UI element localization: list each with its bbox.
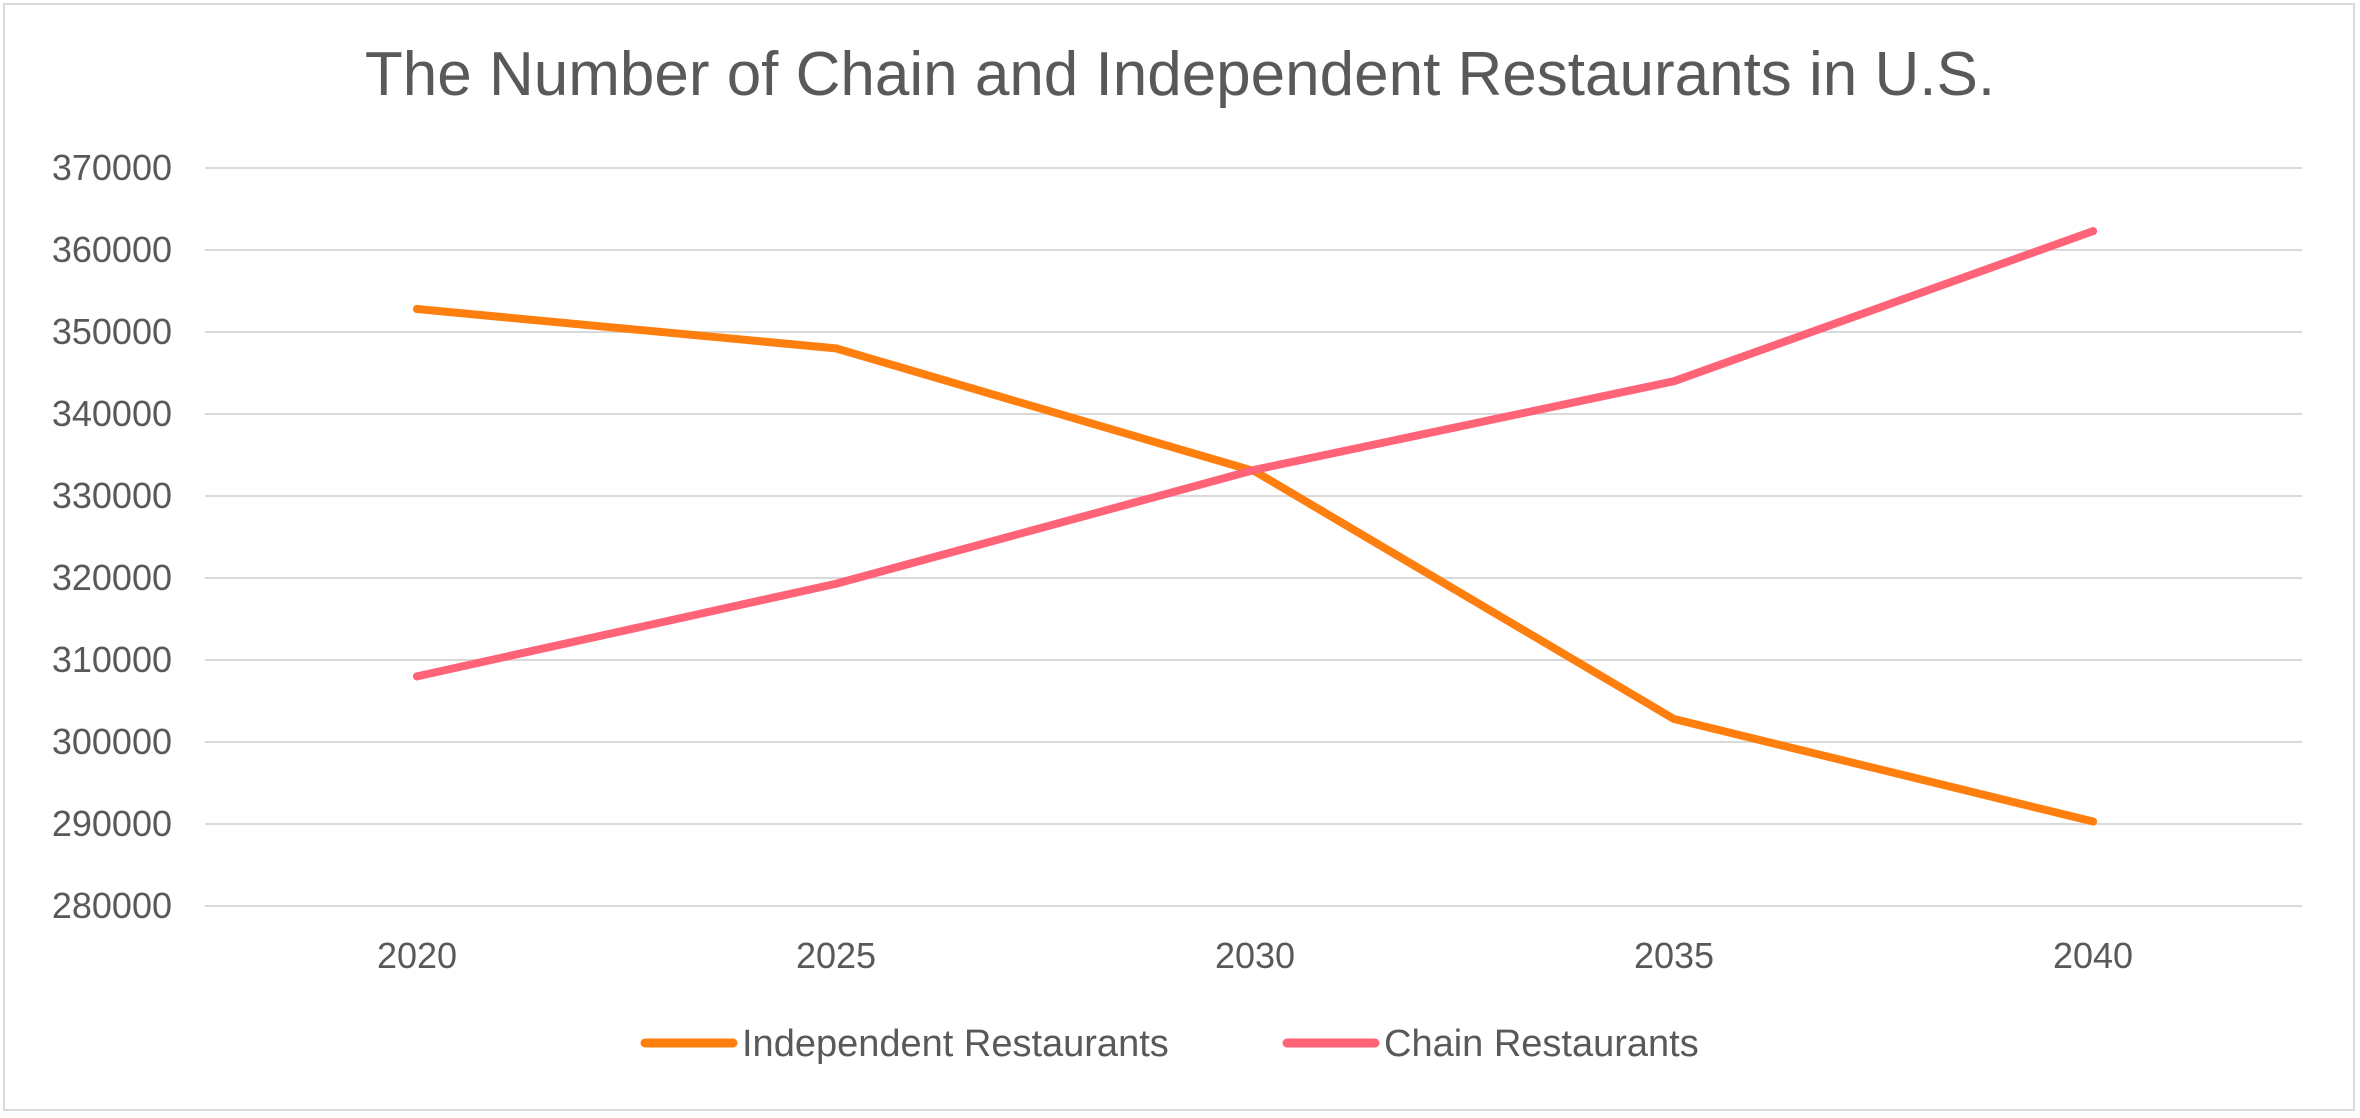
grid-lines (205, 167, 2302, 907)
series-line-independent-restaurants (413, 305, 2097, 826)
y-tick-label: 290000 (52, 803, 172, 844)
y-tick-label: 280000 (52, 885, 172, 926)
data-point-independent-restaurants (832, 344, 840, 353)
y-tick-label: 310000 (52, 639, 172, 680)
y-tick-label: 360000 (52, 229, 172, 270)
legend-label-independent-restaurants: Independent Restaurants (742, 1023, 1169, 1065)
y-tick-label: 330000 (52, 475, 172, 516)
x-tick-label: 2020 (377, 935, 457, 976)
chart-title: The Number of Chain and Independent Rest… (365, 40, 1995, 109)
data-point-chain-restaurants (1670, 377, 1678, 386)
y-tick-label: 370000 (52, 147, 172, 188)
legend: Independent Restaurants Chain Restaurants (640, 1023, 1699, 1065)
series-line-chain-restaurants (413, 227, 2097, 681)
x-tick-label: 2030 (1215, 935, 1295, 976)
x-tick-label: 2035 (1634, 935, 1714, 976)
y-tick-label: 350000 (52, 311, 172, 352)
chart-frame (3, 3, 2355, 1111)
series-lines (413, 227, 2097, 826)
data-point-chain-restaurants (2089, 227, 2097, 236)
y-tick-label: 340000 (52, 393, 172, 434)
x-tick-label: 2025 (796, 935, 876, 976)
x-axis-ticks: 2020 2025 2030 2035 2040 (377, 935, 2133, 976)
y-axis-ticks: 280000 290000 300000 310000 320000 330000 3400… (52, 147, 172, 926)
data-point-independent-restaurants (413, 305, 421, 314)
data-point-chain-restaurants (832, 579, 840, 588)
legend-label-chain-restaurants: Chain Restaurants (1384, 1023, 1699, 1065)
data-point-independent-restaurants (2089, 817, 2097, 826)
data-point-chain-restaurants (1251, 465, 1259, 474)
y-tick-label: 300000 (52, 721, 172, 762)
data-point-chain-restaurants (413, 672, 421, 681)
x-tick-label: 2040 (2053, 935, 2133, 976)
y-tick-label: 320000 (52, 557, 172, 598)
data-point-independent-restaurants (1670, 715, 1678, 724)
